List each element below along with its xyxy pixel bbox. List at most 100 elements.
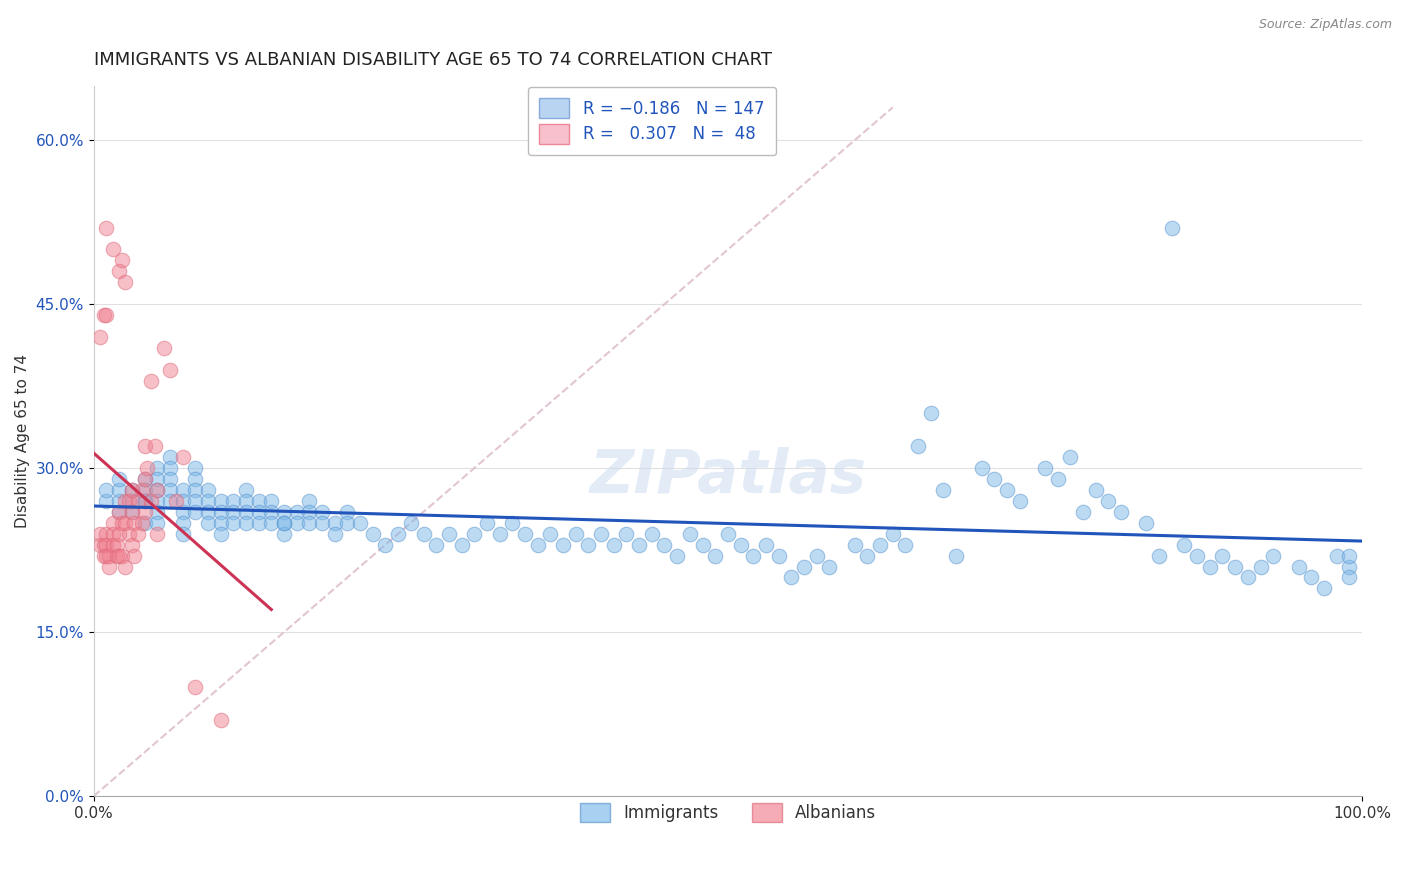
Point (311, 516, 333, 530)
Point (89, 330, 111, 344)
Point (983, 472, 1005, 486)
Point (222, 494, 245, 508)
Point (1109, 505, 1132, 519)
Point (856, 549, 879, 563)
Point (134, 516, 156, 530)
Point (1147, 549, 1170, 563)
Point (89, 538, 111, 552)
Point (437, 526, 460, 541)
Point (172, 483, 194, 497)
Point (692, 538, 714, 552)
Point (209, 526, 232, 541)
Point (247, 516, 270, 530)
Point (387, 526, 409, 541)
Point (1211, 549, 1233, 563)
Point (818, 559, 841, 574)
Point (793, 559, 815, 574)
Point (298, 494, 321, 508)
Point (1185, 549, 1208, 563)
Point (768, 549, 790, 563)
Point (184, 483, 207, 497)
Point (96, 549, 118, 563)
Point (184, 472, 207, 486)
Point (184, 505, 207, 519)
Point (146, 472, 169, 486)
Point (425, 538, 447, 552)
Point (101, 516, 124, 530)
Point (247, 494, 270, 508)
Text: IMMIGRANTS VS ALBANIAN DISABILITY AGE 65 TO 74 CORRELATION CHART: IMMIGRANTS VS ALBANIAN DISABILITY AGE 65… (94, 51, 772, 69)
Point (374, 538, 396, 552)
Point (146, 483, 169, 497)
Legend: Immigrants, Albanians: Immigrants, Albanians (568, 791, 887, 834)
Point (641, 526, 664, 541)
Point (209, 516, 232, 530)
Point (108, 264, 131, 278)
Point (159, 461, 181, 475)
Point (108, 505, 131, 519)
Point (679, 526, 702, 541)
Point (1033, 461, 1056, 475)
Point (121, 483, 143, 497)
Point (127, 494, 149, 508)
Point (134, 494, 156, 508)
Point (412, 526, 434, 541)
Point (1263, 549, 1285, 563)
Point (894, 538, 917, 552)
Point (108, 505, 131, 519)
Point (361, 526, 384, 541)
Point (209, 494, 232, 508)
Y-axis label: Disability Age 65 to 74: Disability Age 65 to 74 (15, 354, 30, 528)
Point (101, 243, 124, 257)
Point (127, 526, 149, 541)
Point (172, 516, 194, 530)
Point (134, 439, 156, 453)
Point (159, 363, 181, 377)
Point (111, 253, 134, 268)
Point (1225, 559, 1247, 574)
Point (1301, 570, 1323, 584)
Point (159, 472, 181, 486)
Point (1288, 559, 1310, 574)
Point (235, 494, 257, 508)
Point (235, 483, 257, 497)
Point (1326, 549, 1348, 563)
Point (1008, 494, 1031, 508)
Point (742, 549, 765, 563)
Text: Source: ZipAtlas.com: Source: ZipAtlas.com (1258, 18, 1392, 31)
Point (551, 538, 574, 552)
Point (1198, 559, 1220, 574)
Point (121, 494, 143, 508)
Point (146, 526, 169, 541)
Point (114, 516, 136, 530)
Point (152, 341, 174, 355)
Point (1339, 570, 1361, 584)
Point (146, 461, 169, 475)
Point (114, 275, 136, 289)
Point (118, 526, 141, 541)
Point (134, 505, 156, 519)
Point (399, 516, 422, 530)
Point (323, 516, 346, 530)
Point (806, 549, 828, 563)
Point (970, 461, 993, 475)
Point (121, 505, 143, 519)
Point (146, 516, 169, 530)
Point (260, 516, 283, 530)
Point (844, 538, 866, 552)
Point (197, 494, 219, 508)
Point (1339, 549, 1361, 563)
Point (172, 526, 194, 541)
Point (475, 516, 498, 530)
Point (124, 549, 146, 563)
Point (501, 516, 523, 530)
Point (134, 494, 156, 508)
Point (1160, 220, 1182, 235)
Point (513, 526, 536, 541)
Point (134, 472, 156, 486)
Point (603, 538, 626, 552)
Point (564, 526, 586, 541)
Point (995, 483, 1018, 497)
Point (131, 516, 153, 530)
Point (1135, 516, 1157, 530)
